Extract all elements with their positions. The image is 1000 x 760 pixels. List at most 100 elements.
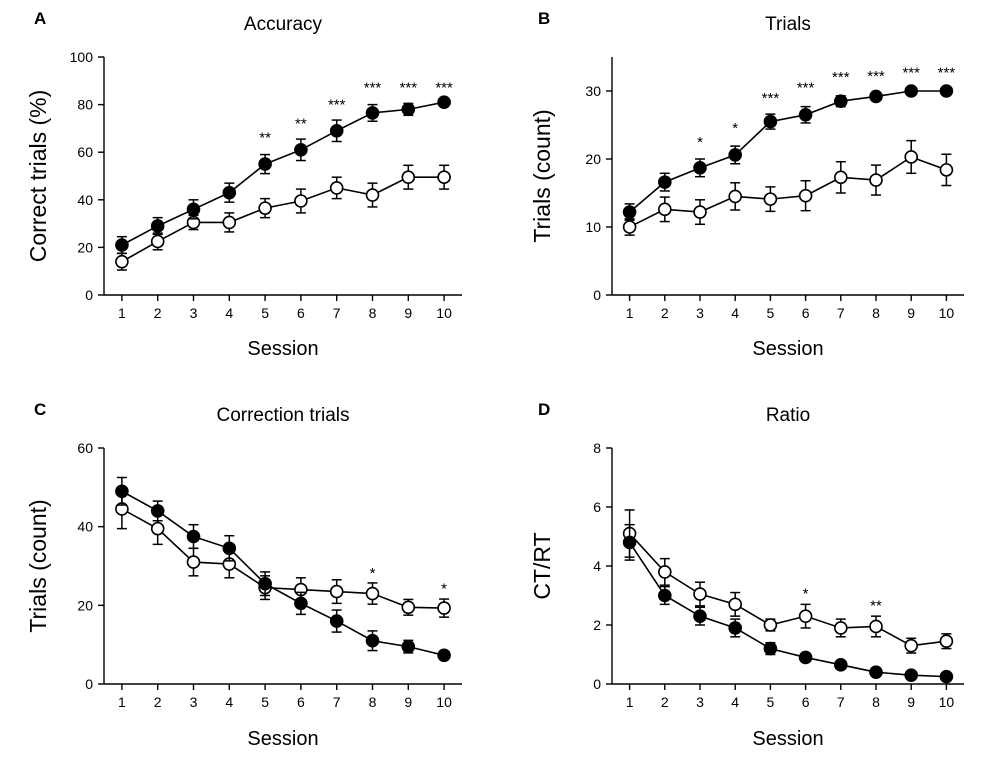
open-series-line xyxy=(629,156,947,228)
x-tick-label: 3 xyxy=(190,305,198,321)
y-tick-label: 30 xyxy=(585,83,601,99)
open-series-group xyxy=(622,509,954,654)
chart-title: Trials xyxy=(765,14,811,35)
filled-series-group xyxy=(622,523,954,684)
x-tick-label: 9 xyxy=(404,694,412,710)
panel-c: C Correction trials 0 20 40 60 1 2 3 4 5 6 7 8 9 10 Sess… xyxy=(0,390,500,760)
open-series-group xyxy=(622,139,954,236)
x-tick-label: 9 xyxy=(907,305,915,321)
filled-series-point xyxy=(763,641,778,656)
filled-series-point xyxy=(728,148,742,162)
significance-marker: ** xyxy=(295,115,307,132)
significance-marker: ** xyxy=(259,130,271,147)
filled-series-point xyxy=(294,596,308,611)
x-tick-label: 8 xyxy=(872,305,880,321)
chart-title: Ratio xyxy=(766,405,810,426)
x-tick-label: 6 xyxy=(297,694,305,710)
filled-series-point xyxy=(294,143,308,157)
significance-marker: * xyxy=(732,120,738,137)
significance-marker: * xyxy=(697,134,703,151)
open-series-point xyxy=(258,201,272,215)
open-series-point xyxy=(294,194,308,208)
x-tick-label: 9 xyxy=(907,694,915,710)
filled-series-point xyxy=(222,185,237,200)
panel-letter: D xyxy=(538,400,550,419)
x-tick-label: 4 xyxy=(225,305,233,321)
significance-marker: *** xyxy=(797,79,815,96)
open-series-point xyxy=(798,188,813,203)
significance-marker: * xyxy=(441,581,447,598)
significance-marker: *** xyxy=(938,64,956,81)
open-series-point xyxy=(658,202,672,217)
filled-series-point xyxy=(401,102,416,117)
open-series-group xyxy=(115,164,451,271)
panel-letter: B xyxy=(538,9,550,28)
y-tick-label: 20 xyxy=(585,151,601,167)
open-series-line xyxy=(629,533,947,647)
x-tick-label: 1 xyxy=(626,305,634,321)
open-series-point xyxy=(401,170,416,184)
filled-series-point xyxy=(258,576,272,591)
filled-series-point xyxy=(658,175,672,189)
chart-title: Accuracy xyxy=(244,14,323,35)
open-series-point xyxy=(798,609,813,623)
x-axis-title: Session xyxy=(752,728,823,750)
panel-letter: C xyxy=(34,400,46,419)
filled-series-point xyxy=(437,95,451,110)
x-tick-label: 4 xyxy=(225,694,233,710)
filled-series-line xyxy=(121,490,445,657)
significance-marker: * xyxy=(803,585,809,602)
filled-series-group xyxy=(115,95,451,255)
x-tick-label: 5 xyxy=(261,305,269,321)
open-series-point xyxy=(763,192,778,206)
y-tick-label: 40 xyxy=(77,192,93,208)
open-series-point xyxy=(833,621,848,635)
filled-series-point xyxy=(763,114,778,129)
open-series-point xyxy=(329,181,344,195)
filled-series-point xyxy=(115,238,129,252)
open-series-point xyxy=(115,254,129,269)
y-tick-label: 0 xyxy=(593,287,601,303)
open-series-point xyxy=(658,565,672,579)
y-axis-title: Trials (count) xyxy=(25,499,51,632)
y-tick-label: 6 xyxy=(593,499,601,515)
filled-series-point xyxy=(365,633,380,648)
filled-series-point xyxy=(329,123,344,138)
filled-series-point xyxy=(622,535,637,550)
open-series-point xyxy=(365,586,380,601)
open-series-point xyxy=(150,234,165,249)
open-series-point xyxy=(869,173,883,187)
y-tick-label: 8 xyxy=(593,440,601,456)
open-series-point xyxy=(869,619,883,634)
open-series-point xyxy=(693,587,707,601)
filled-series-point xyxy=(939,84,954,98)
filled-series-point xyxy=(833,94,848,108)
x-tick-label: 1 xyxy=(118,305,126,321)
filled-series-point xyxy=(150,504,165,518)
x-tick-label: 4 xyxy=(731,694,739,710)
filled-series-point xyxy=(401,639,416,654)
y-tick-label: 100 xyxy=(70,49,94,65)
filled-series-point xyxy=(150,219,165,233)
open-series-line xyxy=(121,176,445,263)
significance-marker: *** xyxy=(435,80,453,97)
x-tick-label: 10 xyxy=(939,305,955,321)
x-tick-label: 1 xyxy=(118,694,126,710)
x-axis-title: Session xyxy=(752,338,823,360)
filled-series-point xyxy=(904,84,919,98)
chart-a: A Accuracy 0 20 40 60 80 100 1 2 3 4 5 6 7 8 9 10 Session C… xyxy=(25,9,462,360)
y-tick-label: 0 xyxy=(85,676,93,692)
open-series-point xyxy=(904,150,919,164)
filled-series-line xyxy=(628,541,947,678)
panel-a: A Accuracy 0 20 40 60 80 100 1 2 3 4 5 6 7 8 9 10 Session C… xyxy=(0,0,500,380)
filled-series-group xyxy=(622,84,954,221)
x-tick-label: 9 xyxy=(404,305,412,321)
filled-series-point xyxy=(869,89,883,104)
x-tick-label: 2 xyxy=(661,305,669,321)
x-tick-label: 6 xyxy=(802,305,810,321)
x-tick-label: 8 xyxy=(872,694,880,710)
filled-series-point xyxy=(658,588,672,603)
panel-letter: A xyxy=(34,9,46,28)
x-tick-label: 1 xyxy=(626,694,634,710)
x-tick-label: 3 xyxy=(696,305,704,321)
